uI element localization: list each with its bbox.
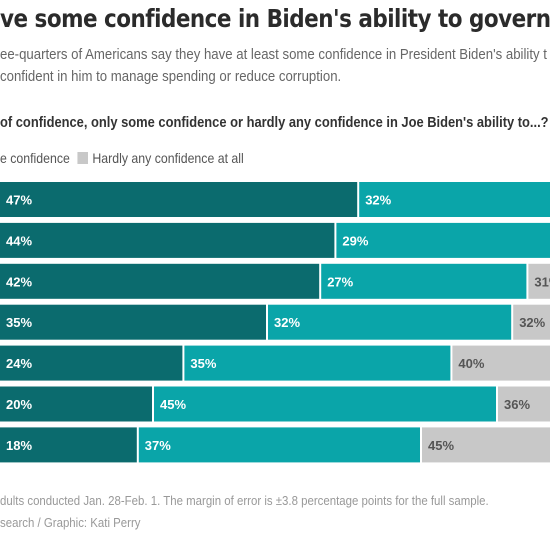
data-label-row4-series3: 32% xyxy=(519,315,545,330)
bar-row4-series3 xyxy=(513,304,550,340)
data-label-row6-series2: 45% xyxy=(160,397,186,412)
chart-title: ve some confidence in Biden's ability to… xyxy=(0,4,550,33)
data-label-row6-series1: 20% xyxy=(6,397,32,412)
bar-row5-series1 xyxy=(0,345,183,381)
bar-row3-series2 xyxy=(321,263,527,299)
data-label-row5-series3: 40% xyxy=(458,356,484,371)
survey-question: of confidence, only some confidence or h… xyxy=(0,114,549,131)
footnote-methodology: dults conducted Jan. 28-Feb. 1. The marg… xyxy=(0,493,489,508)
bar-row1-series2 xyxy=(359,182,550,217)
data-label-row5-series1: 24% xyxy=(6,356,32,371)
data-label-row1-series2: 32% xyxy=(365,193,391,208)
data-label-row6-series3: 36% xyxy=(504,397,530,412)
bar-row7-series2 xyxy=(138,427,421,463)
bar-row5-series3 xyxy=(452,345,550,381)
bar-row3-series1 xyxy=(0,263,320,299)
subtitle-line-2: confident in him to manage spending or r… xyxy=(0,68,342,85)
legend-item-some-confidence: e confidence xyxy=(0,150,70,166)
bar-row4-series1 xyxy=(0,304,266,340)
bar-row2-series2 xyxy=(336,222,550,258)
data-label-row4-series2: 32% xyxy=(274,315,300,330)
data-label-row3-series1: 42% xyxy=(6,274,32,289)
data-label-row5-series2: 35% xyxy=(190,356,216,371)
bar-row7-series3 xyxy=(422,427,550,463)
legend-label-hardly-any: Hardly any confidence at all xyxy=(92,150,244,166)
data-label-row2-series2: 29% xyxy=(342,233,368,248)
stacked-bar-chart: 47% 32% 44% 29% 42% 27% 31% 35% 32% 32% 24% 35% 40% 2… xyxy=(0,182,550,463)
data-label-row4-series1: 35% xyxy=(6,315,32,330)
footnote-credit: search / Graphic: Kati Perry xyxy=(0,515,141,530)
bar-row6-series3 xyxy=(498,386,550,422)
legend-swatch-hardly-any xyxy=(77,152,88,164)
legend-label-some-confidence: e confidence xyxy=(0,150,70,166)
footnote: dults conducted Jan. 28-Feb. 1. The marg… xyxy=(0,490,546,534)
data-label-row2-series1: 44% xyxy=(6,233,32,248)
chart-subtitle: ee-quarters of Americans say they have a… xyxy=(0,44,547,88)
bar-row6-series1 xyxy=(0,386,152,422)
subtitle-line-1: ee-quarters of Americans say they have a… xyxy=(0,46,547,63)
legend-item-hardly-any: Hardly any confidence at all xyxy=(77,150,244,166)
bar-row2-series1 xyxy=(0,222,335,258)
data-label-row3-series2: 27% xyxy=(327,274,353,289)
data-label-row3-series3: 31% xyxy=(534,274,550,289)
bar-row1-series1 xyxy=(0,182,358,217)
data-label-row7-series1: 18% xyxy=(6,438,32,453)
bar-row5-series2 xyxy=(184,345,451,381)
data-label-row1-series1: 47% xyxy=(6,193,32,208)
bar-row7-series1 xyxy=(0,427,137,463)
bar-row3-series3 xyxy=(528,263,550,299)
data-label-row7-series2: 37% xyxy=(145,438,171,453)
data-label-row7-series3: 45% xyxy=(428,438,454,453)
bar-row6-series2 xyxy=(154,386,496,422)
bar-row4-series2 xyxy=(268,304,512,340)
